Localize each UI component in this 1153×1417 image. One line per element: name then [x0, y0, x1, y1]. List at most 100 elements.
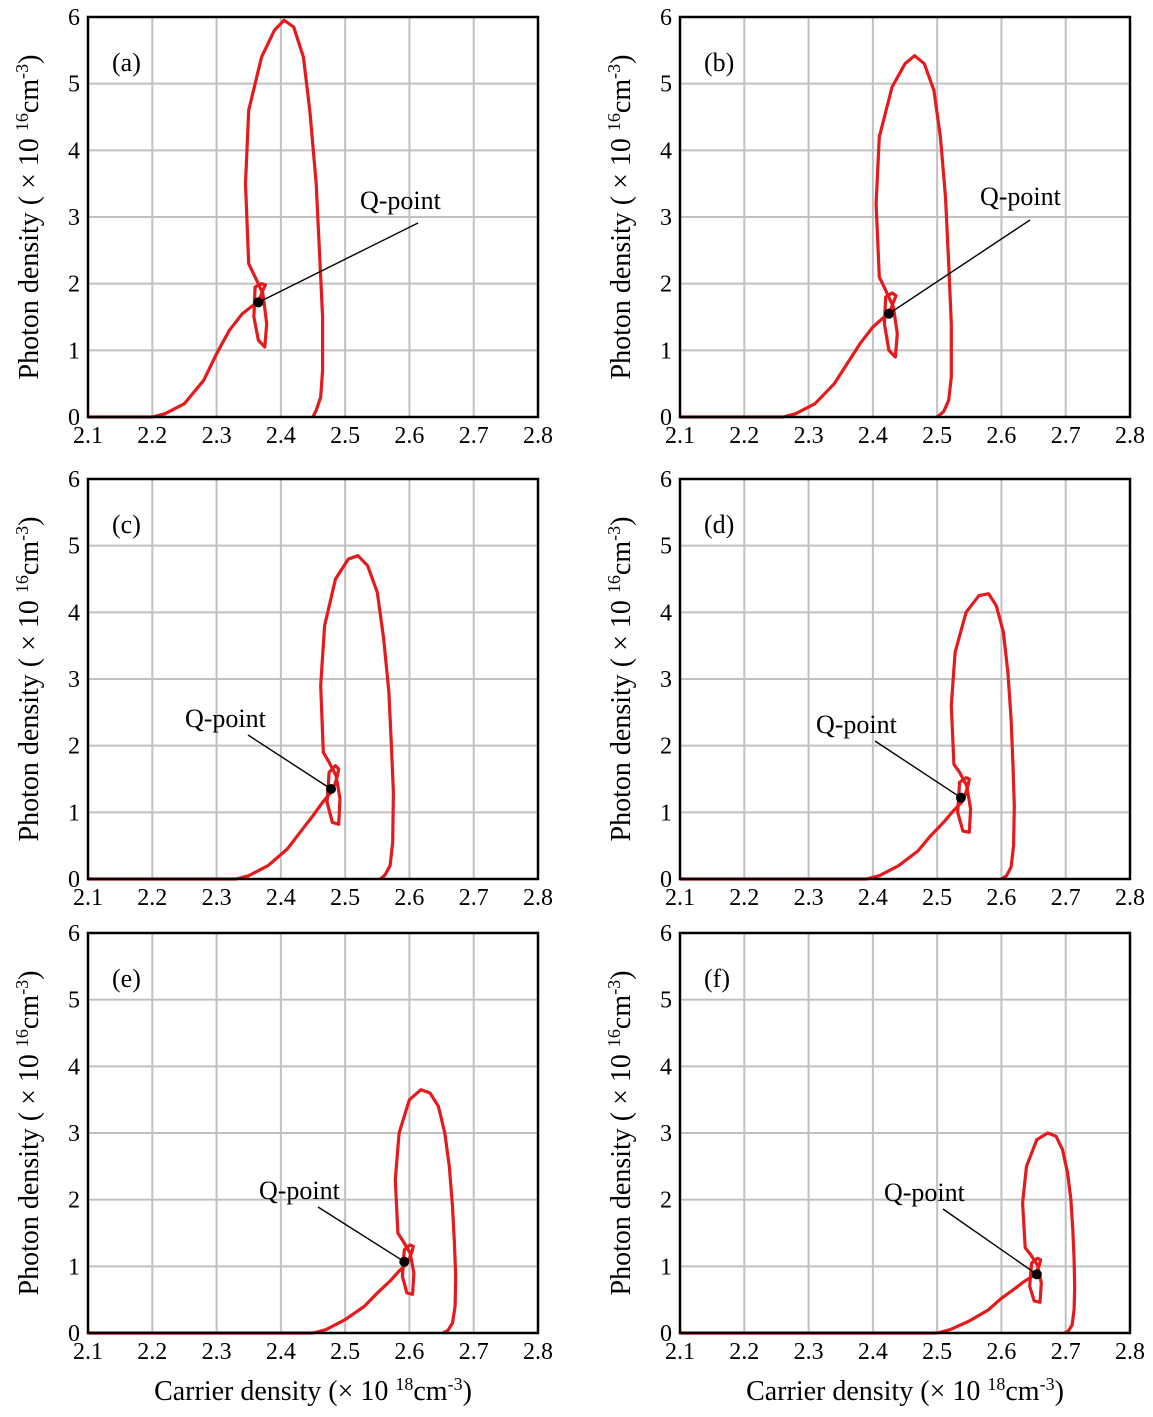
x-tick-label: 2.5 — [330, 1339, 360, 1365]
y-tick-label: 5 — [68, 988, 80, 1014]
plot-frame — [678, 931, 1132, 1335]
annotation-label: Q-point — [360, 186, 442, 215]
panel-2: 2.1 2.2 2.3 2.4 2.5 2.6 2.7 2.8 0 1 2 3 4 5 6 (b) Q-poin… — [604, 5, 1145, 449]
y-tick-label: 2 — [660, 272, 672, 298]
x-tick-label: 2.8 — [1115, 1339, 1145, 1365]
x-tick-label: 2.4 — [266, 1339, 296, 1365]
y-tick-label: 5 — [68, 72, 80, 98]
annotation-leader — [942, 1208, 1038, 1275]
x-tick-label: 2.8 — [1115, 885, 1145, 911]
plot-frame — [86, 931, 540, 1335]
y-tick-label: 0 — [68, 867, 80, 893]
y-tick-label: 0 — [660, 1321, 672, 1347]
y-tick-label: 1 — [660, 800, 672, 826]
y-tick-label: 6 — [660, 5, 672, 31]
y-tick-label: 2 — [660, 734, 672, 760]
x-tick-label: 2.5 — [922, 423, 952, 449]
panel-3: 2.1 2.2 2.3 2.4 2.5 2.6 2.7 2.8 0 1 2 3 4 5 6 (c) Q-poin… — [12, 467, 553, 911]
panel-label: (b) — [704, 48, 734, 77]
q-point-marker — [399, 1256, 410, 1267]
q-point-marker — [253, 297, 264, 308]
x-tick-label: 2.6 — [986, 885, 1016, 911]
x-tick-label: 2.1 — [73, 1339, 103, 1365]
x-tick-label: 2.3 — [202, 885, 232, 911]
x-tick-label: 2.8 — [523, 423, 553, 449]
x-tick-label: 2.5 — [330, 885, 360, 911]
x-tick-label: 2.7 — [1051, 1339, 1081, 1365]
y-tick-label: 5 — [68, 534, 80, 560]
x-tick-label: 2.8 — [523, 1339, 553, 1365]
y-axis-title: Photon density ( × 10 16cm-3) — [604, 971, 637, 1296]
x-tick-label: 2.4 — [266, 885, 296, 911]
y-tick-label: 4 — [68, 600, 80, 626]
x-tick-label: 2.7 — [459, 1339, 489, 1365]
panel-label: (c) — [112, 510, 141, 539]
x-tick-label: 2.1 — [665, 885, 695, 911]
series-line — [88, 1088, 458, 1335]
y-tick-label: 0 — [660, 405, 672, 431]
annotation-leader — [888, 219, 1031, 315]
plot-frame — [678, 15, 1132, 419]
annotation-leader — [258, 222, 419, 303]
y-tick-label: 3 — [68, 667, 80, 693]
x-tick-label: 2.2 — [137, 885, 167, 911]
x-tick-label: 2.1 — [665, 1339, 695, 1365]
series-line — [680, 592, 1016, 881]
x-tick-label: 2.3 — [202, 423, 232, 449]
y-tick-label: 4 — [660, 1054, 672, 1080]
x-tick-label: 2.8 — [1115, 423, 1145, 449]
x-tick-label: 2.4 — [858, 423, 888, 449]
y-tick-label: 0 — [68, 1321, 80, 1347]
x-tick-label: 2.2 — [729, 1339, 759, 1365]
x-tick-label: 2.6 — [986, 423, 1016, 449]
x-tick-label: 2.8 — [523, 885, 553, 911]
x-tick-label: 2.7 — [459, 423, 489, 449]
q-point-marker — [1031, 1269, 1042, 1280]
annotation-leader — [317, 1206, 405, 1263]
x-axis-title: Carrier density (× 10 18cm-3) — [746, 1374, 1064, 1407]
x-tick-label: 2.2 — [729, 885, 759, 911]
y-tick-label: 2 — [660, 1188, 672, 1214]
y-tick-label: 1 — [660, 338, 672, 364]
y-tick-label: 1 — [68, 1254, 80, 1280]
annotation-label: Q-point — [884, 1178, 966, 1207]
y-tick-label: 2 — [68, 272, 80, 298]
y-tick-label: 3 — [68, 205, 80, 231]
x-tick-label: 2.7 — [459, 885, 489, 911]
x-tick-label: 2.5 — [922, 885, 952, 911]
q-point-marker — [326, 784, 336, 794]
plot-frame — [86, 15, 540, 419]
y-axis-title: Photon density ( × 10 16cm-3) — [12, 517, 45, 842]
panel-4: 2.1 2.2 2.3 2.4 2.5 2.6 2.7 2.8 0 1 2 3 4 5 6 (d) Q-poin… — [604, 467, 1145, 911]
y-tick-label: 0 — [68, 405, 80, 431]
x-axis-title: Carrier density (× 10 18cm-3) — [154, 1374, 472, 1407]
q-point-marker — [955, 792, 966, 803]
x-tick-label: 2.3 — [794, 423, 824, 449]
x-tick-label: 2.3 — [794, 1339, 824, 1365]
annotation-label: Q-point — [259, 1176, 341, 1205]
x-tick-label: 2.5 — [330, 423, 360, 449]
y-tick-label: 2 — [68, 734, 80, 760]
x-tick-label: 2.7 — [1051, 885, 1081, 911]
y-tick-label: 6 — [660, 921, 672, 947]
annotation-leader — [874, 740, 962, 799]
panel-6: 2.1 2.2 2.3 2.4 2.5 2.6 2.7 2.8 0 1 2 3 4 5 6 (f) Q-poin… — [604, 921, 1145, 1365]
panel-label: (f) — [704, 964, 730, 993]
x-tick-label: 2.6 — [394, 885, 424, 911]
y-tick-label: 6 — [660, 467, 672, 493]
x-tick-label: 2.1 — [73, 885, 103, 911]
y-tick-label: 5 — [660, 988, 672, 1014]
series-line — [88, 554, 395, 881]
y-tick-label: 4 — [660, 600, 672, 626]
y-tick-label: 6 — [68, 921, 80, 947]
q-point-marker — [883, 308, 894, 319]
annotation-leader — [247, 734, 332, 790]
panel-5: 2.1 2.2 2.3 2.4 2.5 2.6 2.7 2.8 0 1 2 3 4 5 6 (e) Q-poin… — [12, 921, 553, 1365]
y-axis-title: Photon density ( × 10 16cm-3) — [12, 55, 45, 380]
plot-frame — [86, 477, 540, 881]
x-tick-label: 2.6 — [986, 1339, 1016, 1365]
y-tick-label: 3 — [660, 205, 672, 231]
y-tick-label: 5 — [660, 72, 672, 98]
annotation-label: Q-point — [185, 704, 267, 733]
